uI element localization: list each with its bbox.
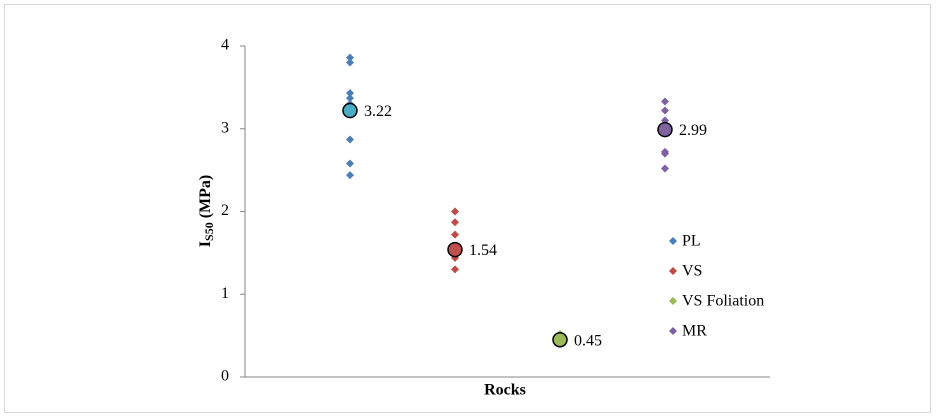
legend-label: VS [682,263,702,280]
y-tick-label: 4 [221,37,229,54]
y-axis-title-unit: (MPa) [197,175,214,219]
legend-marker [669,237,677,245]
data-point [661,106,669,115]
mean-point [447,241,463,258]
data-point [346,89,354,98]
chart-frame [4,4,931,413]
mean-label: 1.54 [469,242,497,259]
y-tick-label: 3 [221,119,229,136]
mean-point [552,332,568,348]
y-axis-title: IS50 (MPa) [197,175,216,247]
data-point [346,159,354,168]
y-tick-label: 0 [221,368,229,385]
data-point [451,265,459,274]
legend-marker [669,267,677,275]
data-point [346,53,354,62]
data-point [451,207,459,216]
mean-point [657,121,673,138]
legend-label: PL [682,233,701,250]
data-point [451,230,459,239]
legend-marker [669,327,677,335]
mean-point [342,102,358,119]
data-point [451,218,459,227]
legend-label: VS Foliation [682,293,764,310]
data-point [346,58,354,67]
legend-marker [669,297,677,305]
data-point [661,164,669,173]
legend-label: MR [682,323,707,340]
mean-label: 0.45 [574,332,602,349]
y-tick-label: 2 [221,202,229,219]
data-point [346,94,354,103]
data-point [661,97,669,106]
y-tick-label: 1 [221,285,229,302]
y-axis-title-sub: S50 [202,222,216,241]
x-axis-title: Rocks [484,382,526,399]
y-axis-title-main: I [197,241,214,247]
mean-label: 2.99 [679,122,707,139]
data-point [346,135,354,144]
data-point [346,171,354,180]
data-point [661,149,669,158]
mean-label: 3.22 [364,103,392,120]
